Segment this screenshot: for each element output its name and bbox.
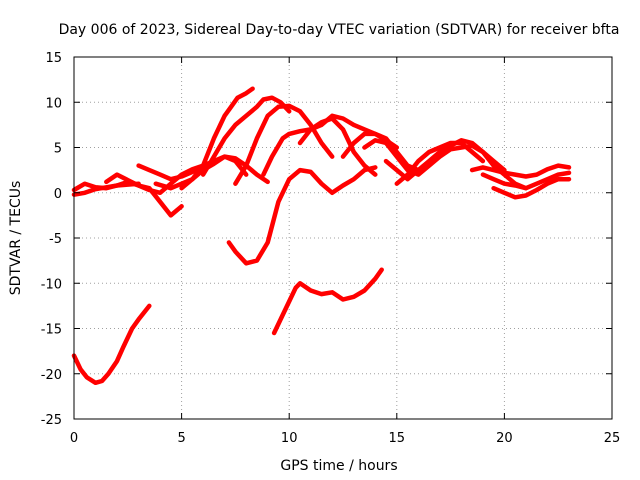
- series-line-sat-q: [394, 140, 486, 186]
- series-line-sat-f: [153, 154, 270, 191]
- axis-ticks: 0 5 10 15 20 25 -25 -20 -15 -10 -5 0 5 10 15: [41, 51, 621, 446]
- x-axis-label: GPS time / hours: [280, 458, 397, 474]
- x-tick-label: 15: [389, 431, 406, 446]
- x-tick-label: 25: [604, 431, 621, 446]
- series-line-sat-d: [104, 172, 184, 218]
- series-line-sat-t: [491, 176, 572, 200]
- series-line-sat-i: [233, 103, 335, 186]
- x-tick-label: 0: [70, 431, 78, 446]
- x-tick-label: 20: [496, 431, 513, 446]
- y-tick-label: -10: [41, 277, 62, 292]
- series-line-sat-n: [340, 131, 421, 173]
- y-axis-label: SDTVAR / TECUs: [8, 181, 24, 296]
- grid-lines: [74, 57, 612, 419]
- y-tick-label: 5: [54, 142, 62, 157]
- x-tick-label: 5: [177, 431, 185, 446]
- y-tick-label: -5: [49, 232, 62, 247]
- y-tick-label: -25: [41, 413, 62, 428]
- data-series: [71, 86, 572, 386]
- series-line-sat-l: [271, 267, 384, 336]
- series-line-sat-c: [71, 181, 141, 197]
- series-line-sat-r: [469, 163, 572, 179]
- y-tick-label: 10: [45, 96, 62, 111]
- series-line-sat-j: [226, 165, 378, 266]
- series-line-sat-h: [200, 95, 292, 177]
- x-tick-label: 10: [281, 431, 298, 446]
- series-line-sat-a: [71, 303, 152, 386]
- chart-title: Day 006 of 2023, Sidereal Day-to-day VTE…: [59, 22, 620, 38]
- series-line-sat-g: [179, 86, 255, 191]
- series-line-sat-s: [480, 170, 572, 191]
- y-tick-label: 15: [45, 51, 62, 66]
- y-tick-label: 0: [54, 187, 62, 202]
- y-tick-label: -15: [41, 323, 62, 338]
- y-tick-label: -20: [41, 368, 62, 383]
- series-line-sat-m: [297, 116, 378, 177]
